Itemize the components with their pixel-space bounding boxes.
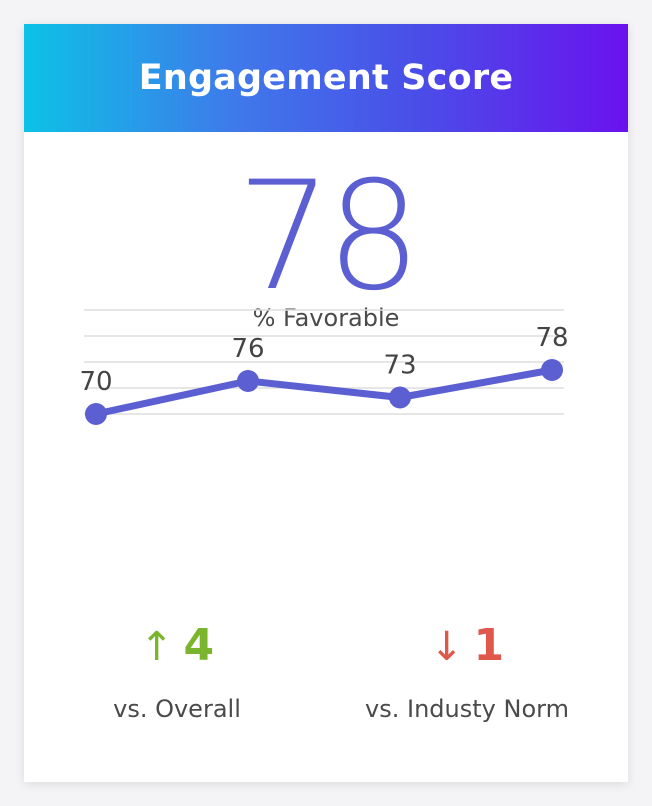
data-point	[541, 359, 563, 381]
score-value: 78	[236, 150, 422, 324]
comparison-industry-norm: ↓ 1 vs. Industy Norm	[342, 624, 592, 724]
arrow-down-icon: ↓	[429, 624, 464, 670]
data-label: 73	[383, 351, 416, 381]
trend-line-chart: 70 76 73 78	[79, 309, 569, 425]
data-label: 76	[231, 334, 264, 364]
comparison-industry-label: vs. Industy Norm	[365, 695, 569, 723]
series-line	[92, 366, 556, 418]
data-point	[85, 403, 107, 425]
card-title: Engagement Score	[138, 58, 514, 98]
arrow-up-icon: ↑	[139, 624, 174, 670]
score-caption: % Favorable	[252, 304, 400, 332]
comparison-industry-value-row: ↓ 1	[342, 624, 592, 670]
comparison-overall: ↑ 4 vs. Overall	[57, 624, 297, 724]
card-header: Engagement Score	[24, 24, 628, 132]
data-label: 70	[79, 367, 112, 397]
comparison-overall-value: 4	[183, 620, 215, 671]
data-point	[389, 386, 411, 409]
comparison-overall-value-row: ↑ 4	[57, 624, 297, 670]
data-point	[237, 370, 259, 392]
data-label: 78	[535, 323, 568, 353]
comparison-industry-value: 1	[473, 620, 505, 671]
comparison-overall-label: vs. Overall	[113, 695, 241, 723]
engagement-score-card: Engagement Score 78 % Favorable 70 76 73 78…	[24, 24, 628, 782]
